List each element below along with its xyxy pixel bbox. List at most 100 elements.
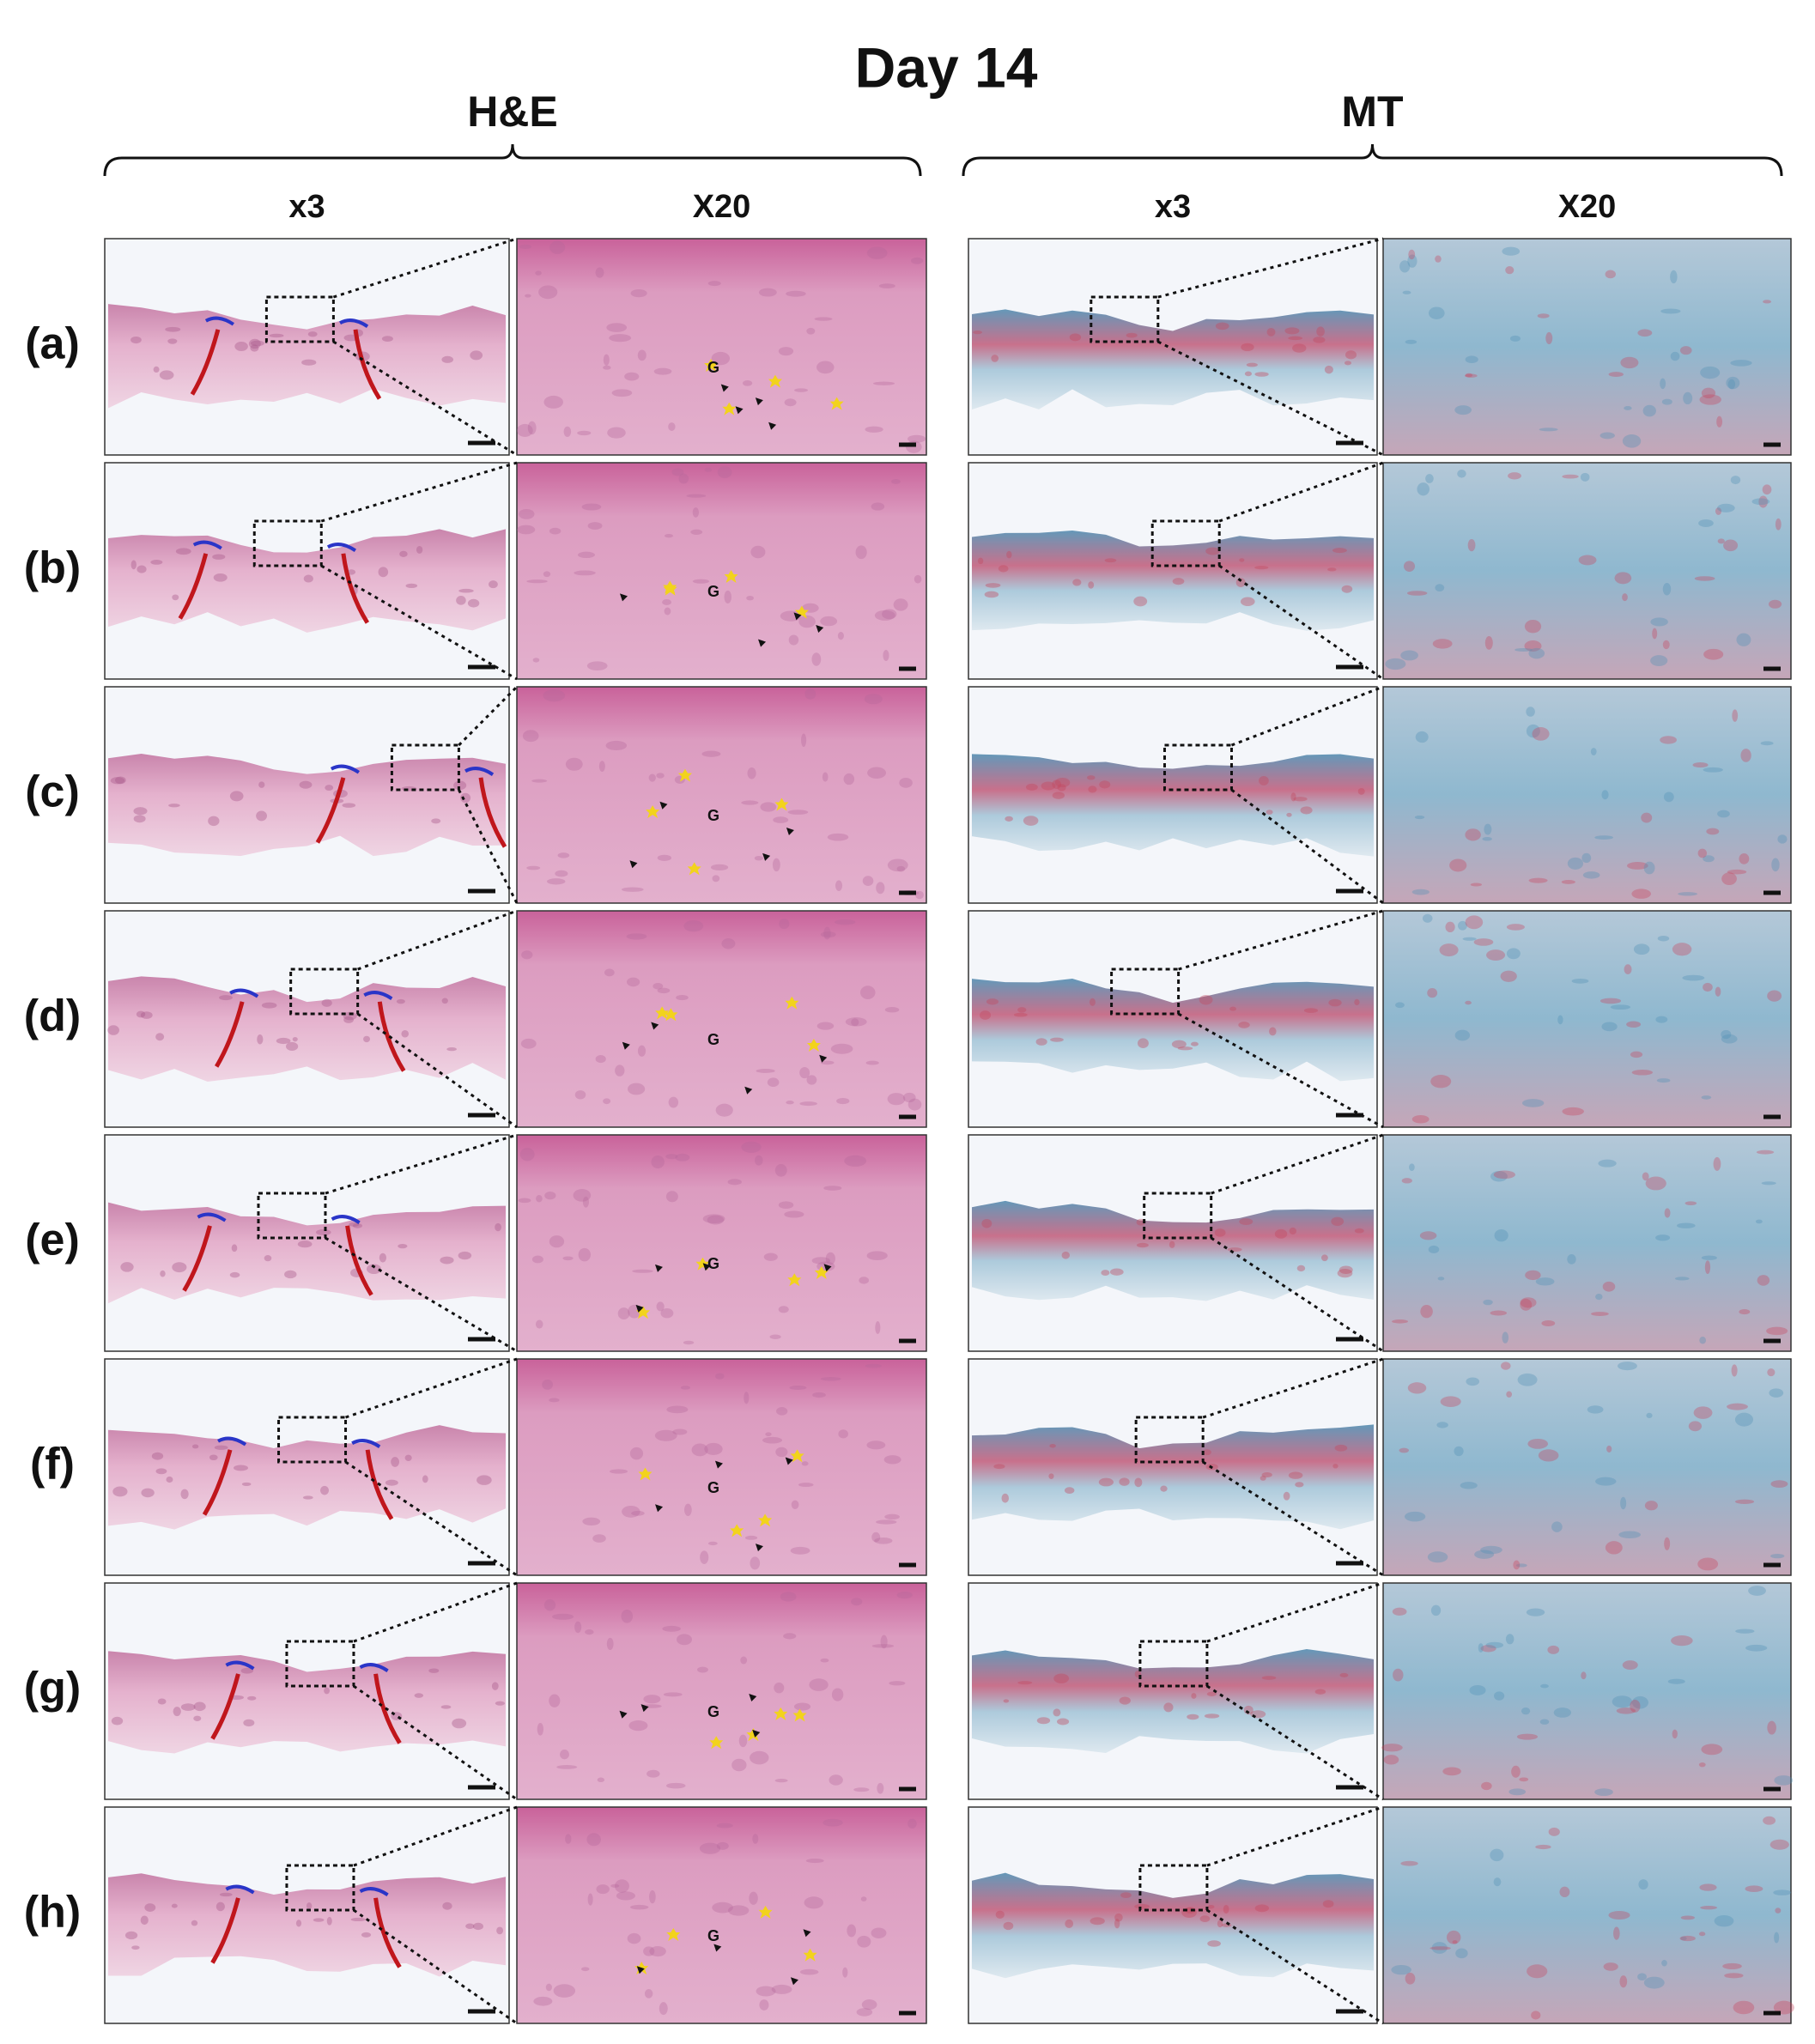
zoom-box bbox=[1134, 1416, 1205, 1464]
texture bbox=[1770, 1480, 1788, 1488]
texture bbox=[441, 355, 454, 363]
texture bbox=[545, 1983, 552, 1992]
texture bbox=[865, 1363, 882, 1368]
texture bbox=[1422, 913, 1433, 923]
texture bbox=[543, 571, 551, 578]
texture bbox=[422, 1475, 428, 1483]
texture bbox=[998, 565, 1009, 573]
texture bbox=[159, 370, 174, 380]
texture bbox=[573, 1189, 592, 1202]
texture bbox=[577, 430, 592, 436]
texture bbox=[1732, 709, 1739, 722]
texture bbox=[1697, 848, 1708, 858]
arrow-marker bbox=[619, 593, 628, 602]
zoom-line bbox=[353, 1581, 518, 1643]
texture bbox=[1292, 343, 1307, 353]
texture bbox=[657, 854, 672, 861]
texture bbox=[1284, 327, 1300, 335]
wound-edge-line bbox=[478, 777, 507, 848]
texture bbox=[742, 379, 753, 386]
texture bbox=[1606, 1445, 1612, 1453]
texture bbox=[1199, 1915, 1211, 1922]
texture bbox=[697, 1666, 708, 1673]
texture bbox=[704, 1442, 723, 1455]
texture bbox=[1567, 1254, 1576, 1265]
texture bbox=[1465, 373, 1473, 378]
texture bbox=[653, 982, 664, 990]
zoom-box bbox=[289, 967, 360, 1016]
texture bbox=[880, 1635, 888, 1649]
texture bbox=[1650, 655, 1668, 667]
texture bbox=[823, 1186, 842, 1191]
texture bbox=[1553, 1707, 1571, 1718]
texture bbox=[292, 1036, 298, 1042]
texture bbox=[692, 579, 710, 584]
texture bbox=[731, 1758, 747, 1772]
texture bbox=[111, 1716, 124, 1726]
texture bbox=[866, 1251, 888, 1261]
texture bbox=[1627, 862, 1648, 870]
arrow-marker bbox=[785, 1457, 793, 1465]
texture bbox=[557, 852, 570, 858]
texture bbox=[779, 918, 790, 930]
star-marker bbox=[758, 1905, 773, 1919]
texture bbox=[560, 1750, 569, 1760]
texture bbox=[1480, 1645, 1496, 1653]
texture bbox=[1428, 306, 1445, 319]
texture bbox=[871, 502, 885, 511]
annotation: G bbox=[707, 1479, 719, 1496]
texture bbox=[716, 1841, 729, 1850]
texture bbox=[1286, 812, 1292, 817]
texture bbox=[1023, 816, 1039, 826]
texture bbox=[580, 1967, 590, 1972]
texture bbox=[1415, 731, 1429, 743]
texture bbox=[644, 1989, 653, 1999]
zoom-box bbox=[252, 519, 323, 567]
texture bbox=[1763, 300, 1772, 304]
texture bbox=[1726, 376, 1740, 390]
texture bbox=[563, 426, 572, 438]
texture bbox=[790, 1546, 810, 1555]
texture bbox=[1631, 1695, 1648, 1709]
epithelium-line bbox=[192, 540, 222, 550]
texture bbox=[710, 864, 729, 871]
texture bbox=[750, 545, 766, 559]
wound-edge-line bbox=[178, 553, 209, 620]
image-panel bbox=[1382, 1358, 1792, 1576]
arrow-marker bbox=[640, 1704, 649, 1713]
texture bbox=[774, 1682, 785, 1694]
texture bbox=[229, 1271, 240, 1278]
texture bbox=[816, 1022, 835, 1030]
texture bbox=[1698, 1932, 1706, 1937]
texture bbox=[321, 998, 332, 1007]
texture bbox=[1602, 1281, 1616, 1292]
row-label: (g) bbox=[24, 1664, 81, 1713]
texture bbox=[1266, 810, 1273, 815]
texture bbox=[1535, 1844, 1551, 1850]
texture bbox=[1739, 1309, 1751, 1315]
texture bbox=[683, 920, 704, 932]
texture bbox=[243, 1719, 255, 1727]
texture bbox=[136, 1010, 146, 1018]
texture bbox=[672, 1428, 688, 1435]
group-label: MT bbox=[1341, 88, 1403, 136]
texture bbox=[1721, 872, 1737, 886]
texture bbox=[542, 1379, 554, 1390]
texture bbox=[1626, 1021, 1642, 1028]
texture bbox=[754, 856, 763, 861]
texture bbox=[124, 1931, 138, 1940]
texture bbox=[605, 740, 628, 750]
texture bbox=[740, 1656, 748, 1665]
texture bbox=[791, 1500, 799, 1509]
texture bbox=[834, 919, 856, 925]
texture bbox=[1580, 472, 1590, 482]
texture bbox=[1392, 1607, 1407, 1616]
texture bbox=[621, 1609, 634, 1623]
texture bbox=[586, 1833, 601, 1847]
texture bbox=[615, 1064, 625, 1077]
texture bbox=[1610, 1004, 1631, 1010]
texture bbox=[1254, 1904, 1270, 1913]
wound-edge-line bbox=[341, 553, 370, 624]
texture bbox=[1344, 361, 1352, 366]
texture bbox=[1337, 1269, 1353, 1278]
